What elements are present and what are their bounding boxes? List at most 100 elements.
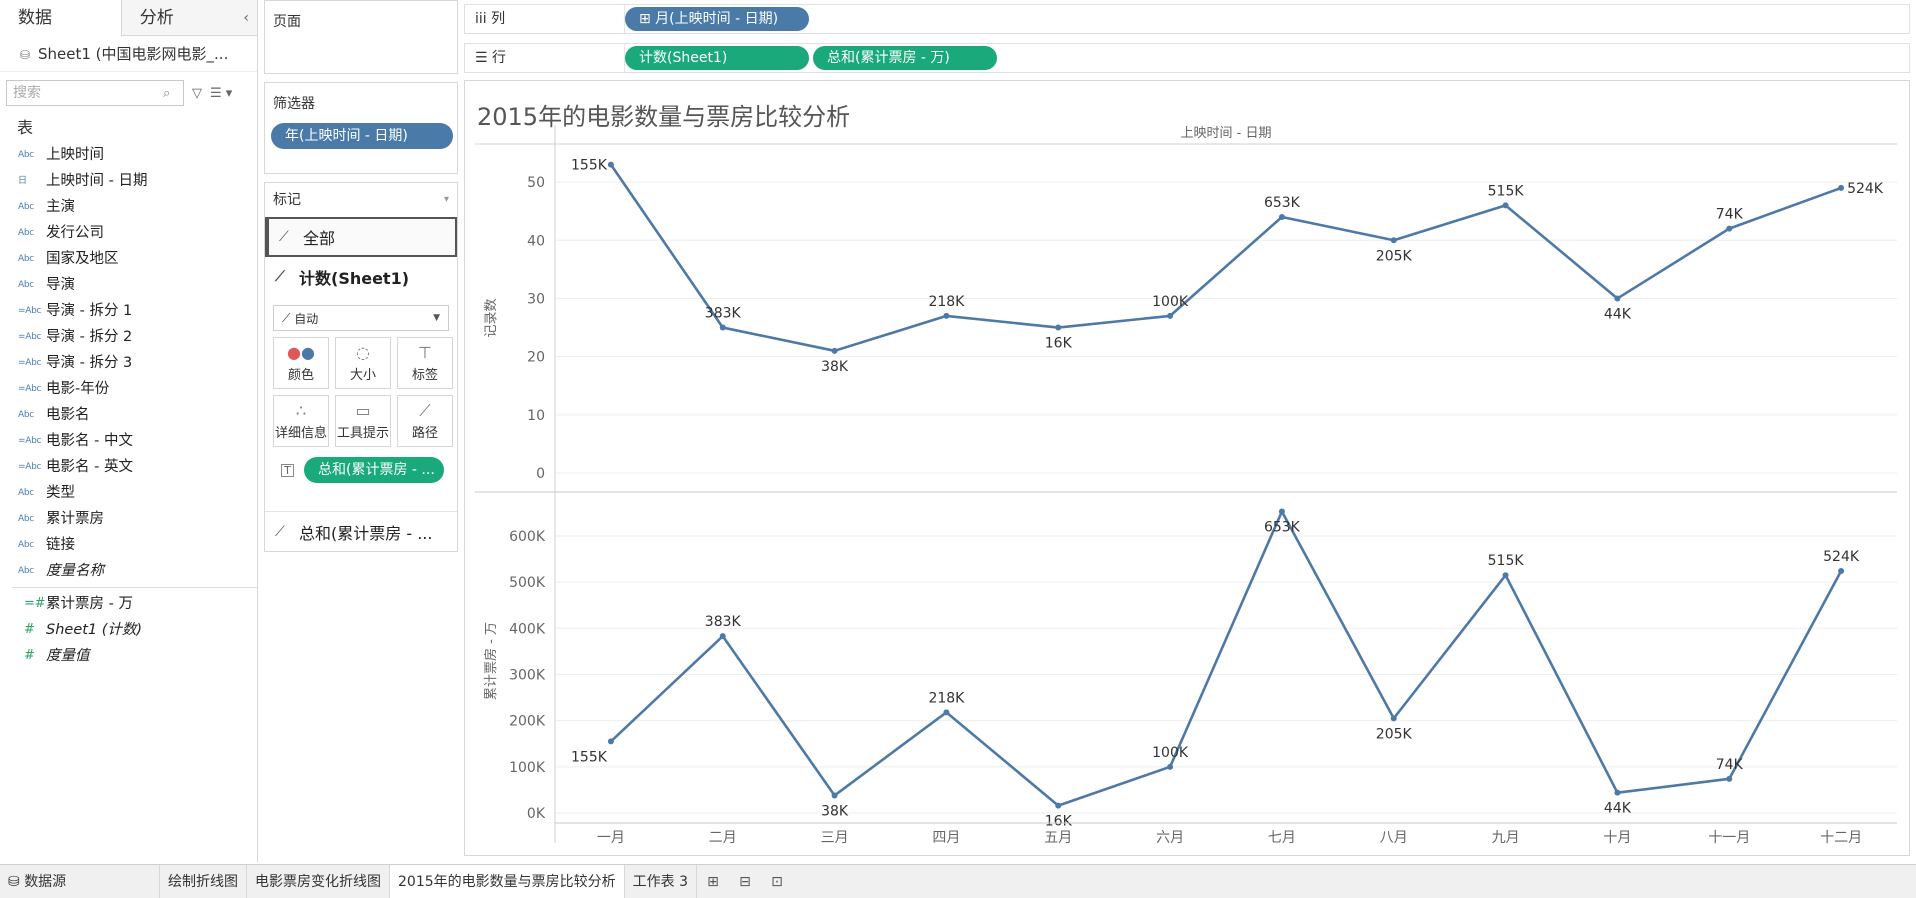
new-worksheet-icon[interactable]: ⊞: [707, 873, 719, 890]
label-button[interactable]: ⊤ 标签: [397, 337, 453, 389]
field-type-icon: #: [24, 648, 35, 663]
field-item[interactable]: Abc 电影名: [0, 402, 257, 428]
pane-tabs: 数据 分析 ‹: [0, 0, 257, 37]
field-item[interactable]: Abc 主演: [0, 194, 257, 220]
sheet-tab[interactable]: 工作表 3: [625, 864, 697, 898]
data-pane: 数据 分析 ‹ ⛁ Sheet1 (中国电影网电影_... ⌕ ▽ ☰ ▾ 表 A…: [0, 0, 258, 862]
data-point: [1614, 789, 1621, 796]
y-tick-label: 40: [527, 233, 545, 249]
mark-type-select[interactable]: ⟋ 自动 ▼: [273, 305, 449, 331]
search-box[interactable]: ⌕: [6, 80, 184, 106]
data-label: 74K: [1716, 757, 1744, 773]
field-name: Sheet1 (计数): [46, 622, 143, 638]
label-pill[interactable]: 总和(累计票房 - ...: [304, 457, 444, 483]
color-button[interactable]: ●● 颜色: [273, 337, 329, 389]
field-name: 国家及地区: [46, 251, 119, 267]
y-tick-label: 0K: [527, 806, 546, 822]
rows-shelf[interactable]: ☰ 行 计数(Sheet1) 总和(累计票房 - 万): [464, 43, 1910, 73]
size-button[interactable]: ◌ 大小: [335, 337, 391, 389]
data-label: 100K: [1152, 745, 1189, 761]
field-item[interactable]: =Abc 电影名 - 英文: [0, 454, 257, 480]
field-name: 发行公司: [46, 225, 104, 241]
datasource-tab[interactable]: ⛁ 数据源: [0, 864, 160, 898]
data-point: [1278, 214, 1285, 220]
data-label: 524K: [1847, 181, 1884, 197]
line-mark-icon: ⟋: [279, 229, 289, 245]
field-item[interactable]: Abc 上映时间: [0, 142, 257, 168]
detail-dots-icon: ∴: [295, 401, 307, 420]
sheet-tab[interactable]: 绘制折线图: [160, 864, 247, 898]
filter-pill-year[interactable]: 年(上映时间 - 日期): [271, 123, 453, 149]
label-icon: ⊤: [418, 343, 432, 362]
field-item[interactable]: =Abc 导演 - 拆分 1: [0, 298, 257, 324]
field-type-icon: Abc: [18, 254, 34, 264]
data-point: [1502, 572, 1509, 579]
data-point: [1838, 568, 1845, 575]
field-item[interactable]: Abc 发行公司: [0, 220, 257, 246]
filter-icon[interactable]: ▽: [192, 85, 202, 101]
line-mark-icon: ⟋: [275, 523, 285, 540]
field-item[interactable]: =Abc 电影-年份: [0, 376, 257, 402]
tab-data[interactable]: 数据: [0, 0, 122, 37]
tooltip-button[interactable]: ▭ 工具提示: [335, 395, 391, 447]
marks-tab-all[interactable]: ⟋ 全部: [265, 217, 457, 257]
columns-pill-month[interactable]: ⊞ 月(上映时间 - 日期): [625, 7, 809, 31]
y-tick-label: 400K: [509, 621, 546, 637]
marks-tab-sum[interactable]: ⟋ 总和(累计票房 - ...: [265, 511, 457, 551]
path-icon: ⟋: [419, 401, 431, 420]
y-tick-label: 100K: [509, 760, 546, 776]
rows-pill-count[interactable]: 计数(Sheet1): [625, 46, 809, 70]
datasource-item[interactable]: ⛁ Sheet1 (中国电影网电影_...: [0, 36, 257, 72]
field-item[interactable]: Abc 类型: [0, 480, 257, 506]
sheet-tab[interactable]: 电影票房变化折线图: [247, 864, 390, 898]
field-item[interactable]: Abc 国家及地区: [0, 246, 257, 272]
tab-analytics[interactable]: 分析: [139, 8, 174, 28]
field-item[interactable]: Abc 累计票房: [0, 506, 257, 532]
field-item[interactable]: =# 累计票房 - 万: [0, 591, 257, 617]
detail-button[interactable]: ∴ 详细信息: [273, 395, 329, 447]
sheet-tab[interactable]: 2015年的电影数量与票房比较分析: [390, 864, 625, 898]
field-item[interactable]: Abc 度量名称: [0, 558, 257, 584]
new-dashboard-icon[interactable]: ⊟: [739, 873, 751, 890]
columns-shelf[interactable]: iii 列 ⊞ 月(上映时间 - 日期): [464, 4, 1910, 34]
field-item[interactable]: # Sheet1 (计数): [0, 617, 257, 643]
field-item[interactable]: =Abc 导演 - 拆分 2: [0, 324, 257, 350]
path-button[interactable]: ⟋ 路径: [397, 395, 453, 447]
datasource-tab-label: 数据源: [24, 873, 67, 890]
field-name: 导演 - 拆分 2: [46, 329, 133, 345]
color-dots-icon: ●●: [287, 343, 315, 362]
worksheet-title: 2015年的电影数量与票房比较分析: [477, 103, 851, 131]
rows-pills: 计数(Sheet1) 总和(累计票房 - 万): [465, 46, 997, 70]
field-item[interactable]: =Abc 电影名 - 中文: [0, 428, 257, 454]
field-item[interactable]: Abc 导演: [0, 272, 257, 298]
marks-menu-icon[interactable]: ▾: [443, 194, 449, 205]
view-options-icon[interactable]: ☰ ▾: [210, 85, 233, 101]
field-item[interactable]: # 度量值: [0, 643, 257, 669]
field-type-icon: =Abc: [18, 436, 42, 446]
marks-card-title: 标记: [273, 192, 301, 208]
x-tick-label: 六月: [1156, 830, 1184, 846]
pages-card[interactable]: 页面: [264, 0, 458, 74]
y-tick-label: 600K: [509, 529, 546, 545]
sheet-tab-bar: ⛁ 数据源 绘制折线图 电影票房变化折线图 2015年的电影数量与票房比较分析 工作表…: [0, 864, 1916, 898]
field-name: 电影名: [46, 407, 90, 423]
search-input[interactable]: [13, 85, 163, 101]
rows-pill-sum[interactable]: 总和(累计票房 - 万): [813, 46, 997, 70]
series-line: [610, 510, 1843, 807]
data-label: 653K: [1264, 195, 1301, 211]
marks-tab-count[interactable]: ⟋ 计数(Sheet1): [265, 257, 457, 297]
new-story-icon[interactable]: ⊡: [771, 873, 783, 890]
field-name: 电影-年份: [46, 381, 110, 397]
field-item[interactable]: =Abc 导演 - 拆分 3: [0, 350, 257, 376]
field-item[interactable]: 日 上映时间 - 日期: [0, 168, 257, 194]
x-tick-label: 十二月: [1820, 830, 1862, 846]
y-axis-label: 记录数: [484, 298, 499, 337]
filters-card[interactable]: 筛选器 年(上映时间 - 日期): [264, 82, 458, 174]
x-tick-label: 一月: [597, 830, 625, 846]
columns-icon: iii: [475, 11, 492, 27]
collapse-pane-icon[interactable]: ‹: [243, 10, 249, 26]
field-item[interactable]: Abc 链接: [0, 532, 257, 558]
field-type-icon: =Abc: [18, 384, 42, 394]
field-type-icon: Abc: [18, 566, 34, 576]
datasource-label: Sheet1 (中国电影网电影_...: [38, 45, 229, 63]
